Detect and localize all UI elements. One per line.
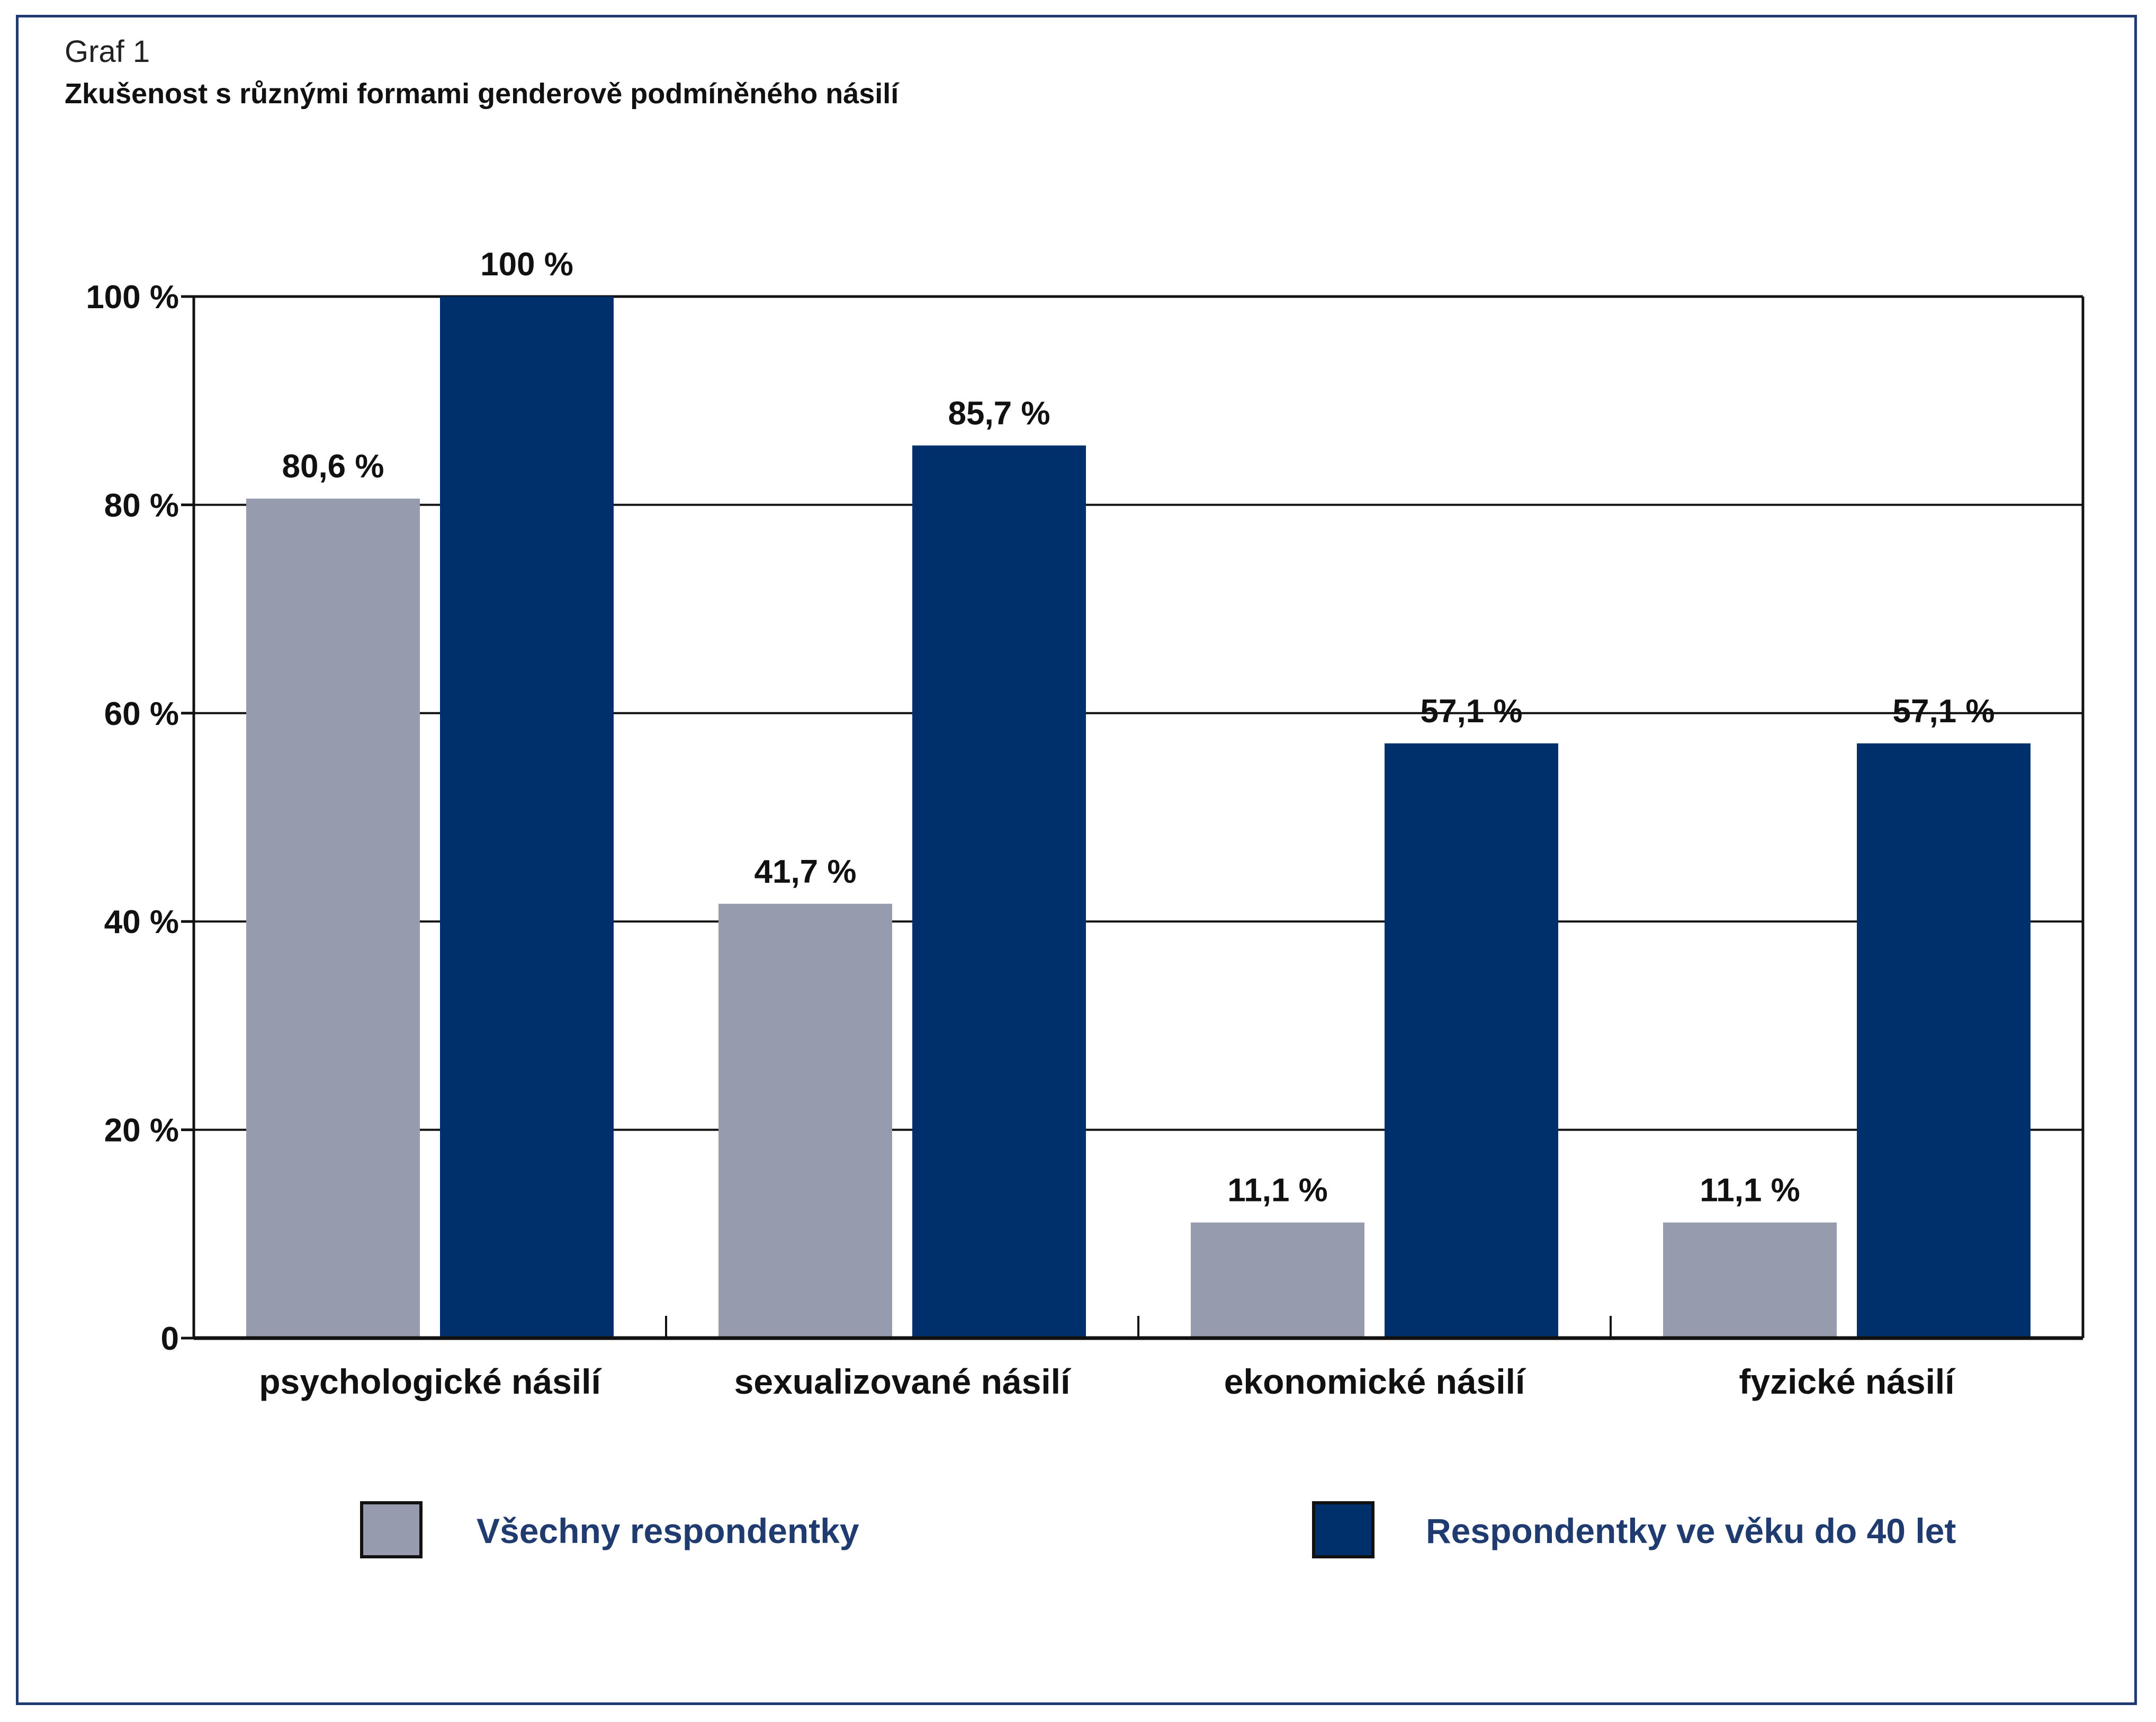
bar-all (246, 498, 420, 1338)
data-label: 80,6 % (282, 449, 384, 485)
data-label: 100 % (480, 246, 573, 283)
bar-under40 (912, 445, 1086, 1338)
bar-all (718, 903, 892, 1338)
data-label: 57,1 % (1420, 693, 1522, 730)
data-label: 41,7 % (754, 854, 856, 890)
category-label: psychologické násilí (259, 1362, 602, 1401)
y-tick-label: 0 (161, 1321, 179, 1357)
bar-all (1663, 1222, 1837, 1338)
y-tick-label: 80 % (104, 487, 179, 524)
y-tick-label: 20 % (104, 1113, 179, 1149)
bar-under40 (440, 297, 614, 1338)
category-label: sexualizované násilí (734, 1362, 1072, 1401)
category-label: ekonomické násilí (1224, 1362, 1526, 1401)
legend-label-all: Všechny respondentky (477, 1511, 859, 1550)
data-label: 57,1 % (1892, 693, 1995, 730)
legend-swatch-under40 (1312, 1501, 1375, 1558)
bar-under40 (1857, 743, 2031, 1338)
category-label: fyzické násilí (1739, 1362, 1956, 1401)
legend-swatch-all (360, 1501, 423, 1558)
data-label: 11,1 % (1227, 1172, 1328, 1209)
bar-under40 (1385, 743, 1558, 1338)
y-tick-label: 100 % (86, 279, 179, 316)
y-tick-label: 60 % (104, 696, 179, 732)
figure-number: Graf 1 (65, 34, 150, 69)
data-label: 85,7 % (948, 395, 1050, 432)
legend-label-under40: Respondentky ve věku do 40 let (1426, 1511, 1956, 1550)
y-tick-label: 40 % (104, 904, 179, 940)
chart-title: Zkušenost s různými formami genderově po… (65, 78, 899, 110)
data-label: 11,1 % (1700, 1172, 1800, 1209)
chart-frame (16, 15, 2137, 1705)
bar-all (1191, 1222, 1364, 1338)
